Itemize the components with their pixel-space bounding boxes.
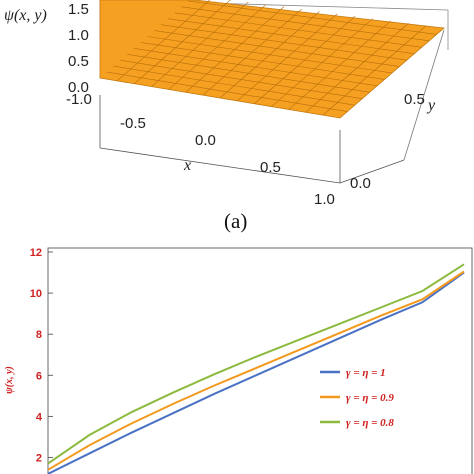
surface-mesh-line	[154, 30, 400, 67]
legend-entry: γ = η = 0.8	[346, 417, 394, 429]
surface-mesh-line	[188, 0, 437, 35]
surface-mesh-line	[147, 36, 393, 74]
x-tick-label: 0.0	[195, 132, 216, 149]
series-line	[47, 270, 465, 471]
legend: γ = η = 1 γ = η = 0.9 γ = η = 0.8	[320, 367, 394, 429]
legend-entry: γ = η = 0.9	[346, 392, 394, 404]
y-tick-label: 0.5	[404, 91, 425, 108]
box-edge	[339, 159, 405, 184]
surface-mesh-line	[167, 18, 415, 55]
x-tick-label: -0.5	[120, 115, 146, 132]
surface-mesh-line	[271, 18, 374, 107]
plot-frame	[47, 247, 473, 474]
z-tick-label: 0.0	[68, 79, 89, 96]
y-tick-label: 2	[36, 452, 42, 464]
surface-mesh-line	[305, 23, 409, 113]
panel-caption: (a)	[224, 209, 247, 233]
z-axis-label: ψ(x, y)	[4, 7, 47, 24]
x-tick-label: 0.5	[260, 159, 281, 176]
surface-mesh-line	[322, 25, 427, 116]
y-axis-label: ψ(x, y)	[4, 366, 15, 394]
box-edge	[99, 147, 341, 184]
x-tick-label: 1.0	[314, 191, 335, 208]
y-tick-label: 12	[30, 247, 42, 259]
y-tick-label: 8	[36, 329, 42, 341]
surface-mesh-line	[288, 20, 391, 110]
x-axis-label: x	[183, 157, 191, 174]
y-tick-label: 10	[30, 288, 42, 300]
surface-mesh-line	[181, 6, 430, 42]
surface-mesh-line	[161, 24, 407, 61]
surface-mesh-line	[254, 15, 356, 104]
z-tick-label: 1.0	[68, 27, 89, 44]
y-tick-label: 6	[36, 370, 42, 382]
z-tick-label: 1.5	[68, 1, 89, 18]
y-ticks: 2 4 6 8 10 12	[30, 247, 53, 464]
surface-grid	[106, 0, 437, 116]
surface-mesh-line	[174, 12, 422, 48]
box-edge	[403, 29, 445, 161]
y-tick-label: 0.0	[350, 175, 371, 192]
x-tick-label: -1.0	[66, 91, 92, 108]
z-tick-label: 0.5	[68, 53, 89, 70]
series-line	[47, 271, 465, 474]
series-lines	[47, 263, 465, 474]
surface-mesh-line	[236, 13, 338, 102]
surface-fill	[99, 0, 445, 119]
legend-entry: γ = η = 1	[346, 367, 386, 379]
series-line	[47, 263, 465, 465]
y-axis-label: y	[426, 97, 436, 114]
surface-panel: ψ(x, y) 1.5 1.0 0.5 0.0 -1.0 -0.5 0.0 0.…	[4, 0, 449, 233]
y-tick-label: 4	[36, 411, 43, 423]
